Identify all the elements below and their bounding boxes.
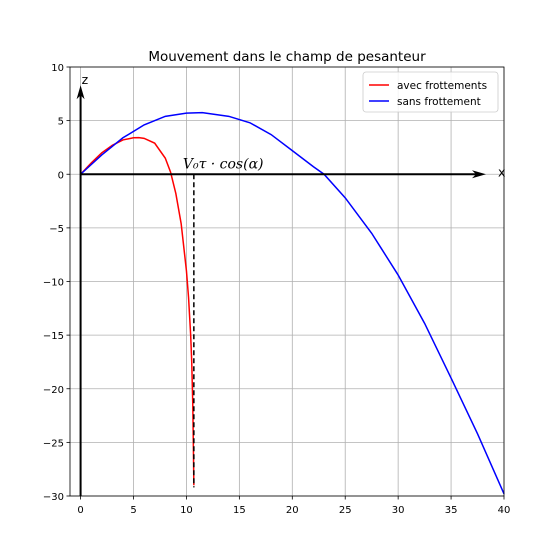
y-tick-label: −5 [49,224,64,235]
x-tick-label: 20 [286,505,299,516]
x-tick-label: 30 [392,505,405,516]
y-tick-label: 10 [51,63,64,74]
y-tick-label: −25 [43,438,64,449]
x-axis-arrowhead [472,170,487,179]
series-line-2 [80,111,505,495]
legend-box [362,71,499,113]
asymptote-annotation: V₀τ · cos(α) [183,156,264,172]
x-tick-label: 15 [233,505,246,516]
x-tick-label: 35 [445,505,458,516]
y-tick-label: 5 [58,117,64,128]
y-tick-label: −15 [43,331,64,342]
legend: avec frottements sans frottement [362,71,499,113]
x-axis-arrow-label: x [498,164,505,179]
x-tick-label: 10 [180,505,193,516]
z-axis-arrowhead [76,85,85,100]
y-tick-label: 0 [58,170,64,181]
ticks: 0 5 10 15 20 25 30 35 40 10 5 0 −5 −10 −15 −20 −25 −30 [43,63,510,516]
z-axis-arrow-label: z [82,72,89,87]
x-tick-label: 5 [130,505,136,516]
y-tick-label: −10 [43,278,64,289]
legend-label-1: avec frottements [397,80,487,92]
x-tick-label: 40 [498,505,511,516]
x-tick-label: 0 [77,505,83,516]
legend-label-2: sans frottement [397,96,481,108]
x-tick-label: 25 [339,505,352,516]
y-tick-label: −20 [43,385,64,396]
chart-title: Mouvement dans le champ de pesanteur [148,49,426,65]
y-tick-label: −30 [43,492,64,503]
